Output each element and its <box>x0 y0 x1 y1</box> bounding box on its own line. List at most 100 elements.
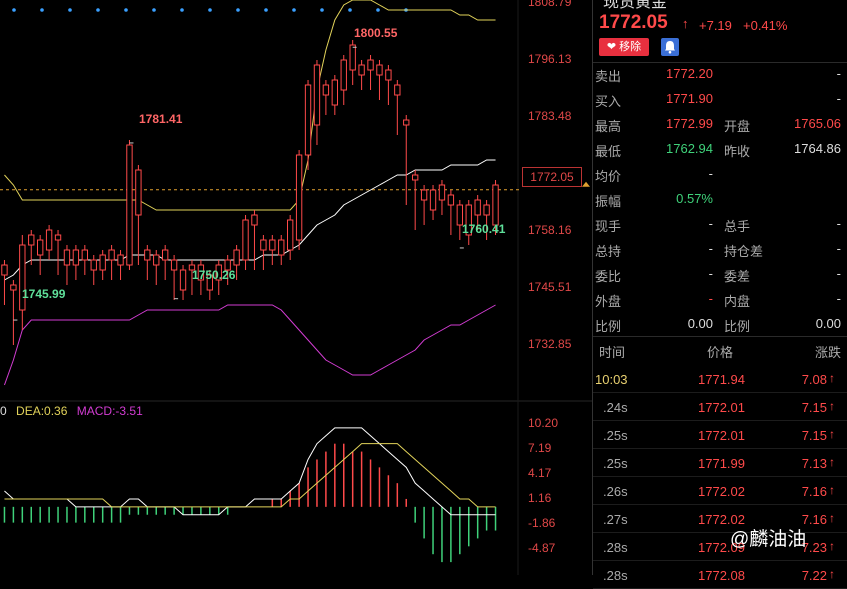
row-value: - <box>836 216 841 231</box>
arrow-up-icon: ↑ <box>829 399 835 413</box>
candle-body <box>153 254 160 266</box>
candle-body <box>313 64 321 126</box>
arrow-up-icon: ↑ <box>829 483 835 497</box>
tick-price: 1772.01 <box>698 428 745 443</box>
candle-body <box>45 229 53 251</box>
row-label: 昨收 <box>724 144 751 159</box>
quote-row: 最低 1762.94 昨收 1764.86 <box>593 138 847 163</box>
kline-svg[interactable] <box>0 0 592 575</box>
row-label: 持仓差 <box>724 244 764 259</box>
price-change-pct: +0.41% <box>743 18 788 33</box>
row-label: 买入 <box>595 94 622 109</box>
row-label: 最高 <box>595 119 622 134</box>
current-price-tag: 1772.05 <box>522 167 582 187</box>
tick-row[interactable]: .27s 1772.02 7.16 ↑ <box>593 506 847 533</box>
tick-row[interactable]: .25s 1772.01 7.15 ↑ <box>593 422 847 449</box>
tick-row[interactable]: .25s 1771.99 7.13 ↑ <box>593 450 847 477</box>
panel-divider <box>592 0 593 575</box>
top-marker-dot <box>180 8 184 12</box>
price-axis-label: 1758.16 <box>528 223 572 237</box>
row-label: 总持 <box>595 244 622 259</box>
quote-row: 振幅 0.57% <box>593 188 847 213</box>
tick-price: 1771.99 <box>698 456 745 471</box>
last-price: 1772.05 <box>599 12 668 33</box>
top-marker-dot <box>40 8 44 12</box>
row-value: 1772.99 <box>666 116 713 131</box>
tick-time: 10:03 <box>595 372 628 387</box>
row-value: 1772.20 <box>666 66 713 81</box>
ticks-header: 时间 价格 涨跌 <box>593 340 847 362</box>
row-value: - <box>836 291 841 306</box>
candle-body <box>215 264 222 281</box>
row-label: 委比 <box>595 269 622 284</box>
quote-panel: 现货黄金 1772.05 ↑ +7.19 +0.41% ❤ 移除 卖出 1772.… <box>593 0 847 589</box>
candle-body <box>108 249 115 261</box>
candle-body <box>287 219 294 251</box>
tick-price: 1772.02 <box>698 512 745 527</box>
remove-watchlist-button[interactable]: ❤ 移除 <box>599 38 649 56</box>
tick-change: 7.15 <box>801 400 827 415</box>
top-marker-dot <box>208 8 212 12</box>
ticks-header-price: 价格 <box>707 345 734 360</box>
row-label: 开盘 <box>724 119 751 134</box>
candle-body <box>90 259 97 271</box>
arrow-up-icon: ↑ <box>829 567 835 581</box>
tick-time: .28s <box>603 540 628 555</box>
candle-body <box>54 234 62 241</box>
candle-body <box>1 264 8 276</box>
candle-body <box>295 154 303 241</box>
quote-row: 现手 - 总手 - <box>593 213 847 238</box>
candle-body <box>144 249 151 261</box>
candle-body <box>340 59 347 91</box>
annotation-high: 1800.55 <box>354 26 398 40</box>
candle-body <box>331 79 338 106</box>
heart-icon: ❤ <box>606 41 617 53</box>
tick-row[interactable]: .26s 1772.02 7.16 ↑ <box>593 478 847 505</box>
top-marker-dot <box>236 8 240 12</box>
quote-row: 买入 1771.90 - <box>593 88 847 113</box>
candle-body <box>278 239 285 256</box>
dif-line <box>4 427 496 516</box>
tick-change: 7.08 <box>801 372 827 387</box>
candle-body <box>465 204 472 236</box>
tick-row[interactable]: .24s 1772.01 7.15 ↑ <box>593 394 847 421</box>
candle-body <box>251 214 258 226</box>
alert-button[interactable] <box>661 38 679 56</box>
candle-body <box>28 234 35 246</box>
arrow-up-icon: ↑ <box>829 371 835 385</box>
candle-body <box>224 259 231 271</box>
tick-row[interactable]: .28s 1772.08 7.22 ↑ <box>593 562 847 589</box>
tick-price: 1772.01 <box>698 400 745 415</box>
top-marker-dot <box>348 8 352 12</box>
candle-body <box>170 259 178 271</box>
row-value: 1771.90 <box>666 91 713 106</box>
tick-time: .25s <box>603 456 628 471</box>
tick-row[interactable]: .28s 1772.09 7.23 ↑ <box>593 534 847 561</box>
row-value: - <box>836 91 841 106</box>
candle-body <box>179 269 187 291</box>
arrow-up-icon: ↑ <box>829 511 835 525</box>
price-axis-label: 1796.13 <box>528 52 572 66</box>
candle-body <box>385 69 392 81</box>
quote-row: 均价 - <box>593 163 847 188</box>
tick-row[interactable]: 10:03 1771.94 7.08 ↑ <box>593 366 847 393</box>
candle-body <box>420 189 428 201</box>
arrow-up-icon: ↑ <box>829 539 835 553</box>
ticks-header-time: 时间 <box>599 345 626 360</box>
tick-change: 7.22 <box>801 568 827 583</box>
candle-body <box>269 239 276 251</box>
row-value: - <box>708 291 713 306</box>
candle-body <box>233 249 240 266</box>
macd-axis-label: -1.86 <box>528 516 556 530</box>
macd-header: 0 DEA:0.36 MACD:-3.51 <box>0 404 143 418</box>
candle-body <box>474 199 481 216</box>
row-label: 外盘 <box>595 294 622 309</box>
top-marker-dot <box>264 8 268 12</box>
arrow-up-icon: ↑ <box>829 455 835 469</box>
candle-body <box>135 169 142 216</box>
boll-lower-line <box>3 304 496 386</box>
quote-row: 卖出 1772.20 - <box>593 63 847 88</box>
tick-change: 7.13 <box>801 456 827 471</box>
row-value: 1765.06 <box>794 116 841 131</box>
kline-chart[interactable]: 1808.79 1796.13 1783.48 1758.16 1745.51 … <box>0 0 592 575</box>
